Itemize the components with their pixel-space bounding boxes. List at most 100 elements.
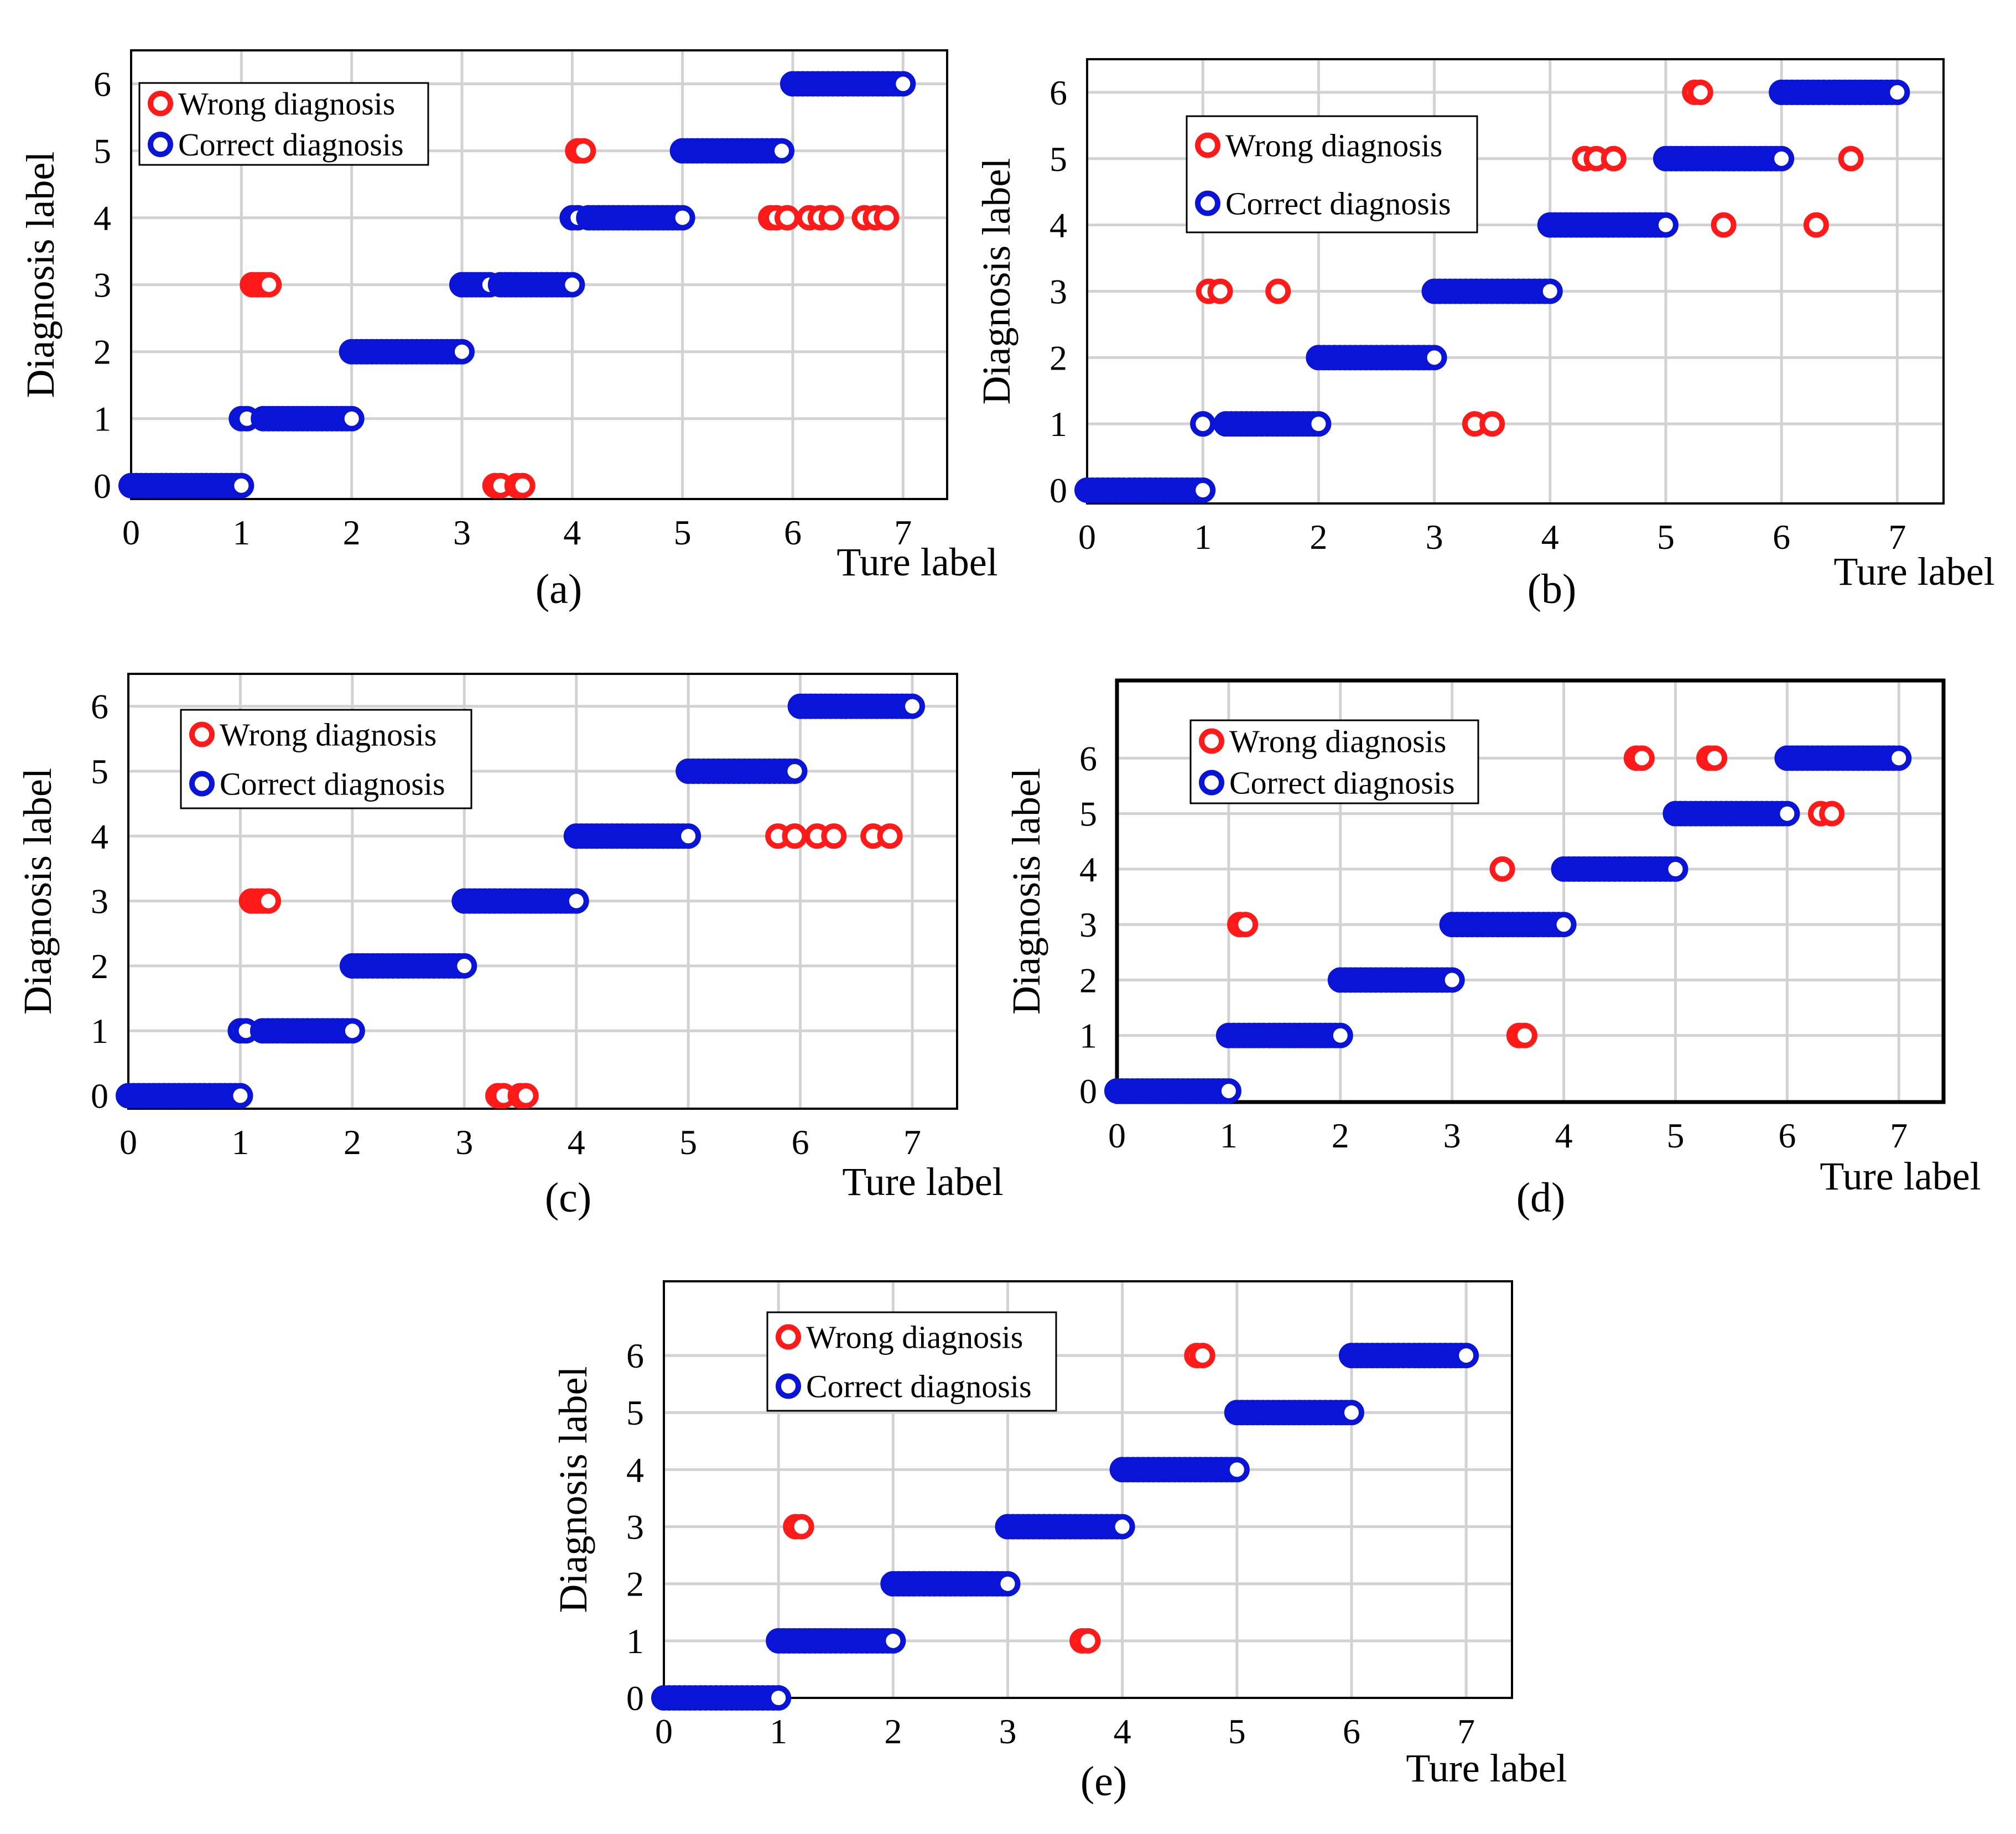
y-tick-label: 1 — [1079, 1016, 1097, 1056]
y-tick-label: 1 — [91, 1011, 108, 1051]
correct-diagnosis-point — [995, 1571, 1021, 1597]
correct-diagnosis-point — [766, 1685, 792, 1711]
y-tick-label: 0 — [626, 1679, 644, 1718]
x-tick-label: 0 — [1078, 517, 1096, 557]
y-tick-label: 3 — [1049, 272, 1067, 311]
y-tick-label: 0 — [91, 1077, 108, 1116]
correct-diagnosis-point — [1327, 1022, 1353, 1048]
wrong-diagnosis-point — [1629, 745, 1655, 771]
wrong-diagnosis-point — [1479, 411, 1505, 437]
correct-diagnosis-legend-label: Correct diagnosis — [1229, 765, 1455, 801]
correct-diagnosis-point — [1224, 1457, 1250, 1483]
wrong-diagnosis-point — [774, 205, 800, 231]
wrong-diagnosis-legend-marker — [1199, 728, 1224, 754]
panel-a: 0 1 2 3 4 5 6 7 0 1 2 3 4 5 6 Ture label Diagnosis label… — [18, 49, 998, 612]
correct-diagnosis-point — [228, 472, 254, 498]
y-tick-label: 2 — [93, 332, 111, 372]
x-tick-label: 0 — [119, 1123, 137, 1162]
x-axis-title: Ture label — [842, 1160, 1003, 1204]
correct-diagnosis-point — [1421, 345, 1447, 371]
panel-caption: (d) — [1516, 1175, 1566, 1221]
x-tick-label: 1 — [1220, 1116, 1238, 1155]
y-axis-title: Diagnosis label — [18, 152, 63, 398]
x-axis-title: Ture label — [1820, 1154, 1981, 1198]
correct-diagnosis-point — [1662, 856, 1688, 882]
legend-box — [766, 1311, 1057, 1412]
x-tick-label: 1 — [231, 1123, 249, 1162]
wrong-diagnosis-point — [1075, 1628, 1101, 1654]
correct-diagnosis-point — [559, 272, 585, 298]
x-tick-label: 6 — [1343, 1712, 1360, 1751]
x-tick-label: 5 — [1228, 1712, 1246, 1751]
legend: Wrong diagnosis Correct diagnosis — [138, 82, 429, 166]
y-tick-label: 6 — [93, 65, 111, 104]
plot-frame — [127, 673, 958, 1110]
x-tick-label: 6 — [784, 513, 802, 552]
y-tick-label: 4 — [626, 1450, 644, 1489]
x-tick-label: 0 — [1108, 1116, 1126, 1155]
x-tick-label: 7 — [903, 1123, 921, 1162]
x-tick-label: 6 — [792, 1123, 809, 1162]
panel-caption: (b) — [1527, 566, 1577, 612]
data-markers — [1104, 745, 1912, 1104]
y-tick-label: 2 — [91, 947, 108, 986]
wrong-diagnosis-point — [877, 823, 903, 849]
correct-diagnosis-legend-marker — [189, 771, 215, 797]
wrong-diagnosis-point — [570, 138, 596, 164]
panel-c: 0 1 2 3 4 5 6 7 0 1 2 3 4 5 6 Ture label Diagnosis label… — [15, 673, 1004, 1221]
y-tick-label: 6 — [1049, 73, 1067, 112]
correct-diagnosis-legend-label: Correct diagnosis — [806, 1369, 1032, 1405]
y-tick-label: 1 — [626, 1622, 644, 1661]
wrong-diagnosis-legend-marker — [189, 721, 215, 747]
legend-box — [1186, 115, 1478, 233]
x-tick-label: 6 — [1773, 517, 1790, 557]
wrong-diagnosis-point — [1189, 1343, 1215, 1369]
legend-box — [180, 709, 472, 809]
correct-diagnosis-point — [227, 1083, 253, 1109]
panel-e: 0 1 2 3 4 5 6 7 0 1 2 3 4 5 6 Ture label Diagnosis label… — [551, 1280, 1567, 1805]
wrong-diagnosis-legend-label: Wrong diagnosis — [220, 717, 437, 753]
wrong-diagnosis-point — [818, 205, 844, 231]
correct-diagnosis-point — [1537, 278, 1563, 304]
y-tick-label: 5 — [91, 752, 108, 791]
correct-diagnosis-point — [1190, 477, 1216, 503]
correct-diagnosis-point — [339, 406, 365, 432]
x-tick-label: 6 — [1778, 1116, 1796, 1155]
panel-caption: (e) — [1080, 1758, 1127, 1805]
plot-frame — [1115, 678, 1946, 1104]
plot-frame — [663, 1280, 1513, 1699]
panel-caption: (a) — [536, 566, 582, 612]
x-tick-label: 2 — [344, 1123, 361, 1162]
x-tick-label: 2 — [1310, 517, 1327, 557]
correct-diagnosis-point — [769, 138, 795, 164]
y-tick-label: 0 — [1049, 471, 1067, 510]
wrong-diagnosis-point — [821, 823, 847, 849]
wrong-diagnosis-point — [1489, 856, 1515, 882]
wrong-diagnosis-legend-label: Wrong diagnosis — [806, 1319, 1023, 1355]
y-tick-label: 3 — [91, 882, 108, 921]
legend: Wrong diagnosis Correct diagnosis — [766, 1311, 1057, 1412]
wrong-diagnosis-point — [1265, 278, 1291, 304]
y-tick-label: 4 — [91, 817, 108, 856]
x-tick-label: 4 — [1555, 1116, 1573, 1155]
x-tick-label: 5 — [679, 1123, 697, 1162]
correct-diagnosis-point — [1551, 912, 1577, 938]
wrong-diagnosis-point — [1819, 801, 1845, 827]
correct-diagnosis-legend-label: Correct diagnosis — [220, 766, 445, 802]
plot-frame — [1086, 58, 1945, 505]
wrong-diagnosis-legend-marker — [776, 1324, 801, 1350]
x-tick-label: 5 — [674, 513, 692, 552]
x-tick-label: 3 — [1443, 1116, 1461, 1155]
wrong-diagnosis-point — [1803, 212, 1829, 238]
correct-diagnosis-legend-marker — [776, 1373, 801, 1399]
y-axis-title: Diagnosis label — [15, 768, 60, 1015]
y-tick-label: 3 — [1079, 905, 1097, 944]
legend: Wrong diagnosis Correct diagnosis — [1186, 115, 1478, 233]
wrong-diagnosis-legend-marker — [148, 91, 173, 116]
correct-diagnosis-point — [1886, 745, 1912, 771]
correct-diagnosis-point — [900, 693, 926, 719]
legend-box — [138, 82, 429, 166]
wrong-diagnosis-point — [256, 272, 282, 298]
x-tick-label: 3 — [455, 1123, 473, 1162]
legend-box — [1189, 719, 1479, 804]
